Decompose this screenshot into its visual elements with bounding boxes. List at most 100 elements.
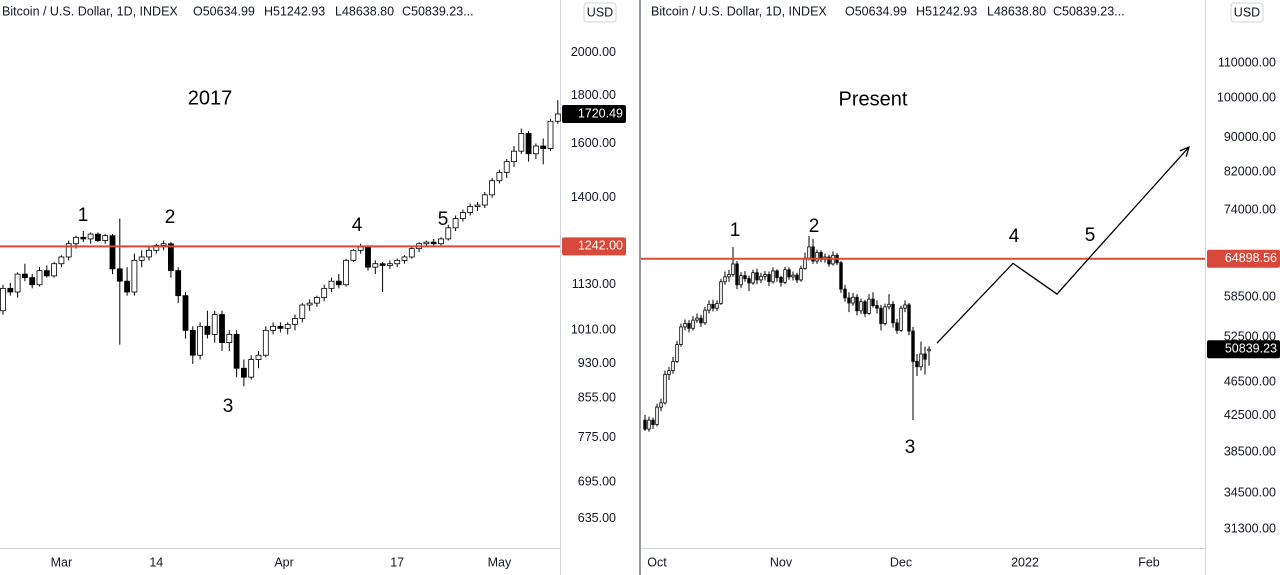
candle-body (747, 278, 751, 284)
candle-body (695, 317, 699, 321)
projection-path (936, 146, 1190, 344)
wave-label: 4 (1009, 226, 1020, 247)
y-tick-label: 100000.00 (1217, 91, 1276, 105)
candle-body (899, 307, 903, 331)
price-label-box (562, 237, 626, 256)
x-tick-label: 2022 (1011, 555, 1039, 569)
y-tick-label: 52500.00 (1224, 330, 1276, 344)
candle-body (859, 301, 863, 312)
candle-body (759, 275, 763, 281)
candle-body (767, 274, 771, 283)
candle-body (489, 180, 496, 196)
candle-body (233, 333, 240, 369)
candle-body (659, 402, 663, 408)
candle-body (343, 259, 350, 286)
candle-body (240, 367, 247, 378)
candle-body (671, 361, 675, 372)
candle-body (350, 249, 357, 261)
candle-body (811, 246, 815, 262)
candle-body (452, 218, 459, 229)
candle-body (675, 344, 679, 362)
chart-title: Present (839, 88, 908, 110)
candle-body (691, 319, 695, 329)
candle-body (663, 374, 667, 404)
candle-body (394, 259, 401, 265)
candle-body (131, 259, 138, 293)
currency-button[interactable] (1230, 2, 1264, 23)
candle-body (647, 419, 651, 430)
candle-body (847, 297, 851, 304)
candle-body (719, 281, 723, 305)
candle-body (927, 348, 931, 352)
candle-body (843, 288, 847, 299)
candle-body (262, 329, 269, 356)
candle-body (755, 272, 759, 281)
currency-button[interactable] (583, 2, 617, 23)
currency[interactable]: USD (587, 5, 613, 19)
candle-body (911, 330, 915, 362)
candle-body (855, 296, 859, 312)
y-tick-label: 110000.00 (1218, 55, 1276, 69)
candle-body (408, 248, 415, 258)
ohlc-close: C50839.23... (1053, 4, 1125, 18)
candle-body (518, 133, 525, 152)
candle-body (386, 263, 393, 266)
candle-body (284, 323, 291, 329)
x-tick-label: Dec (890, 555, 912, 569)
y-tick-label: 1010.00 (571, 323, 616, 337)
wave-label: 3 (905, 437, 916, 458)
candle-body (357, 246, 364, 251)
candle-body (525, 133, 532, 155)
candle-body (109, 235, 116, 270)
candle-body (851, 296, 855, 304)
candle-body (65, 243, 72, 258)
x-tick-label: 14 (149, 555, 163, 569)
candle-body (0, 287, 6, 312)
candle-body (787, 269, 791, 278)
candle-body (474, 204, 481, 207)
candle-body (871, 298, 875, 306)
candle-body (219, 314, 225, 343)
candle-body (923, 353, 927, 360)
x-tick-label: Feb (1138, 555, 1160, 569)
candle-body (102, 235, 109, 241)
wave-label: 2 (165, 207, 176, 228)
candle-body (313, 297, 320, 304)
candle-body (711, 303, 715, 309)
y-tick-label: 82000.00 (1224, 164, 1276, 178)
last-price-box (1207, 340, 1280, 359)
wave-label: 5 (1085, 225, 1096, 246)
symbol: Bitcoin / U.S. Dollar, 1D, INDEX (2, 4, 178, 18)
candle-body (903, 304, 907, 309)
candle-body (554, 113, 561, 122)
candle-body (80, 236, 87, 240)
candle-body (379, 263, 386, 266)
ohlc-low: L48638.80 (335, 4, 394, 18)
candle-body (73, 236, 79, 245)
x-tick-label: May (488, 555, 512, 569)
y-tick-label: 1600.00 (571, 136, 616, 150)
candle-body (270, 325, 277, 331)
candle-body (248, 359, 255, 378)
candle-body (503, 161, 510, 173)
candle-body (306, 302, 313, 306)
candle-body (799, 268, 803, 281)
price-label: 64898.56 (1225, 251, 1277, 265)
candle-body (771, 270, 775, 283)
currency[interactable]: USD (1234, 5, 1260, 19)
candle-body (739, 275, 743, 286)
candle-body (763, 274, 767, 277)
candle-body (827, 256, 831, 265)
y-tick-label: 90000.00 (1224, 130, 1276, 144)
candle-body (481, 194, 488, 206)
candle-body (299, 304, 306, 319)
candle-body (226, 333, 233, 343)
candle-body (7, 287, 14, 293)
candle-body (430, 241, 437, 245)
y-tick-label: 46500.00 (1224, 375, 1276, 389)
candle-body (915, 361, 919, 368)
y-tick-label: 38500.00 (1224, 445, 1276, 459)
candle-body (14, 273, 21, 293)
candle-body (423, 241, 430, 245)
